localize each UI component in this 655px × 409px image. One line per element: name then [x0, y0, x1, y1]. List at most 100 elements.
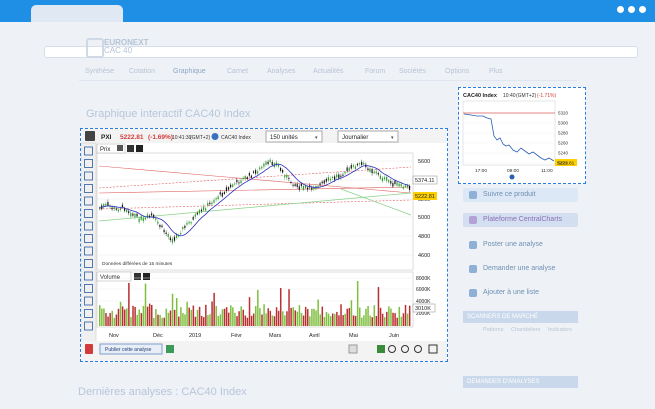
tab-item[interactable]: Options — [445, 68, 470, 75]
eraser-icon[interactable] — [84, 321, 93, 331]
window-dot-icon[interactable] — [617, 6, 624, 13]
platform-icon — [469, 216, 477, 224]
volume-bar — [121, 306, 124, 326]
volume-bar — [396, 317, 398, 326]
trendline-icon[interactable] — [84, 184, 93, 193]
zoom-out-icon[interactable] — [414, 345, 422, 353]
scanners-heading: SCANNERS DE MARCHÉ — [463, 311, 578, 323]
menu-icon[interactable] — [85, 131, 95, 141]
settings-icon[interactable] — [127, 145, 134, 152]
volume-bar — [331, 313, 334, 326]
scanner-tab[interactable]: Chandeliers — [511, 327, 541, 333]
candle — [392, 183, 394, 187]
fibonacci-icon[interactable] — [84, 196, 93, 206]
tab-item[interactable]: Plus — [489, 68, 503, 75]
candle — [186, 222, 188, 225]
period-select[interactable] — [337, 130, 399, 143]
tab-item[interactable]: Forum — [365, 68, 386, 75]
window-dot-icon[interactable] — [628, 6, 635, 13]
browser-tab[interactable] — [31, 5, 123, 22]
zoom-fit-icon[interactable] — [388, 345, 396, 353]
share-icon[interactable] — [166, 345, 174, 353]
candle — [196, 212, 198, 215]
pencil-icon[interactable] — [117, 145, 123, 151]
intraday-mini-chart[interactable]: CAC40 Index 10:40 (GMT+2) (-1.71%) 5221.… — [458, 87, 586, 184]
units-select[interactable] — [265, 130, 323, 143]
line-tool-icon[interactable] — [84, 171, 93, 181]
close-icon[interactable] — [143, 273, 150, 280]
volume-bar — [406, 313, 409, 326]
mini-time-tick: 17:00 — [475, 168, 487, 174]
publish-analysis-button[interactable] — [99, 343, 163, 355]
crosshair-icon[interactable] — [84, 146, 93, 156]
volume-bar — [219, 314, 222, 326]
candle — [132, 213, 134, 216]
measure-icon[interactable] — [84, 259, 93, 268]
tab-item[interactable]: Actualités — [313, 68, 344, 75]
volume-bar — [134, 306, 136, 326]
add-to-list-button[interactable]: Ajouter à une liste — [463, 286, 578, 300]
index-info-icon[interactable] — [211, 133, 219, 140]
volume-bar — [296, 311, 299, 326]
fullscreen-icon[interactable] — [428, 344, 438, 354]
volume-bar — [146, 306, 149, 326]
export-icon[interactable] — [377, 345, 385, 353]
volume-bar — [217, 315, 220, 326]
date-axis-tick: Déc — [153, 333, 163, 339]
tab-item[interactable]: Carnet — [227, 68, 249, 75]
candle — [246, 177, 248, 179]
interactive-chart[interactable]: PXI 5222.81 (-1.69%) 10:41:30 (GMT+2) CA… — [80, 128, 448, 362]
close-icon[interactable] — [136, 145, 143, 152]
text-tool-icon[interactable] — [84, 271, 93, 281]
post-analysis-button[interactable]: Poster une analyse — [463, 238, 578, 252]
tab-item[interactable]: Synthèse — [85, 68, 115, 75]
arrow-icon[interactable] — [84, 284, 93, 293]
follow-product-button[interactable]: Suivre ce produit — [463, 188, 578, 202]
tab-item[interactable]: Sociétés — [399, 68, 426, 75]
volume-bar — [259, 308, 261, 326]
scanner-tab[interactable]: Patterns — [483, 327, 504, 333]
volume-bar — [211, 301, 213, 326]
candle — [221, 193, 223, 197]
candle — [113, 207, 115, 210]
alert-icon[interactable] — [85, 344, 93, 354]
candle — [277, 164, 280, 167]
candle — [121, 204, 124, 207]
candle — [284, 175, 286, 178]
candle — [302, 185, 305, 190]
tab-item-active[interactable]: Graphique — [173, 68, 206, 75]
volume-bar — [290, 307, 292, 326]
scanner-tab[interactable]: Indicators — [548, 327, 572, 333]
candle — [369, 168, 371, 172]
platform-button[interactable]: Plateforme CentralCharts — [463, 213, 578, 227]
volume-bar — [115, 314, 118, 326]
tab-item[interactable]: Cotation — [129, 68, 156, 75]
zoom-in-icon[interactable] — [401, 345, 409, 353]
zoom-tool-icon[interactable] — [84, 159, 93, 168]
delete-icon[interactable] — [84, 221, 93, 231]
settings-icon[interactable] — [134, 273, 141, 280]
candle — [136, 213, 138, 217]
date-axis-tick: Juin — [389, 333, 399, 339]
mini-timezone: (GMT+2) — [516, 93, 536, 99]
volume-bar — [279, 288, 282, 326]
request-analysis-button[interactable]: Demander une analyse — [463, 262, 578, 276]
volume-bar — [329, 316, 332, 326]
candle — [319, 183, 321, 186]
brush-icon[interactable] — [84, 296, 93, 306]
tab-item[interactable]: Analyses — [267, 68, 296, 75]
volume-bar — [246, 317, 249, 326]
volume-bar — [321, 306, 324, 326]
address-bar[interactable] — [44, 46, 638, 58]
volume-bar — [184, 314, 186, 326]
pattern-icon[interactable] — [84, 234, 93, 243]
volume-bar — [203, 317, 205, 326]
candle — [119, 208, 121, 210]
grid-icon[interactable] — [348, 344, 358, 354]
candle — [388, 180, 390, 183]
volume-bar — [188, 307, 190, 326]
window-dot-icon[interactable] — [639, 6, 646, 13]
cursor-icon[interactable] — [84, 309, 93, 318]
channel-icon[interactable] — [84, 246, 93, 256]
shape-icon[interactable] — [84, 209, 93, 218]
